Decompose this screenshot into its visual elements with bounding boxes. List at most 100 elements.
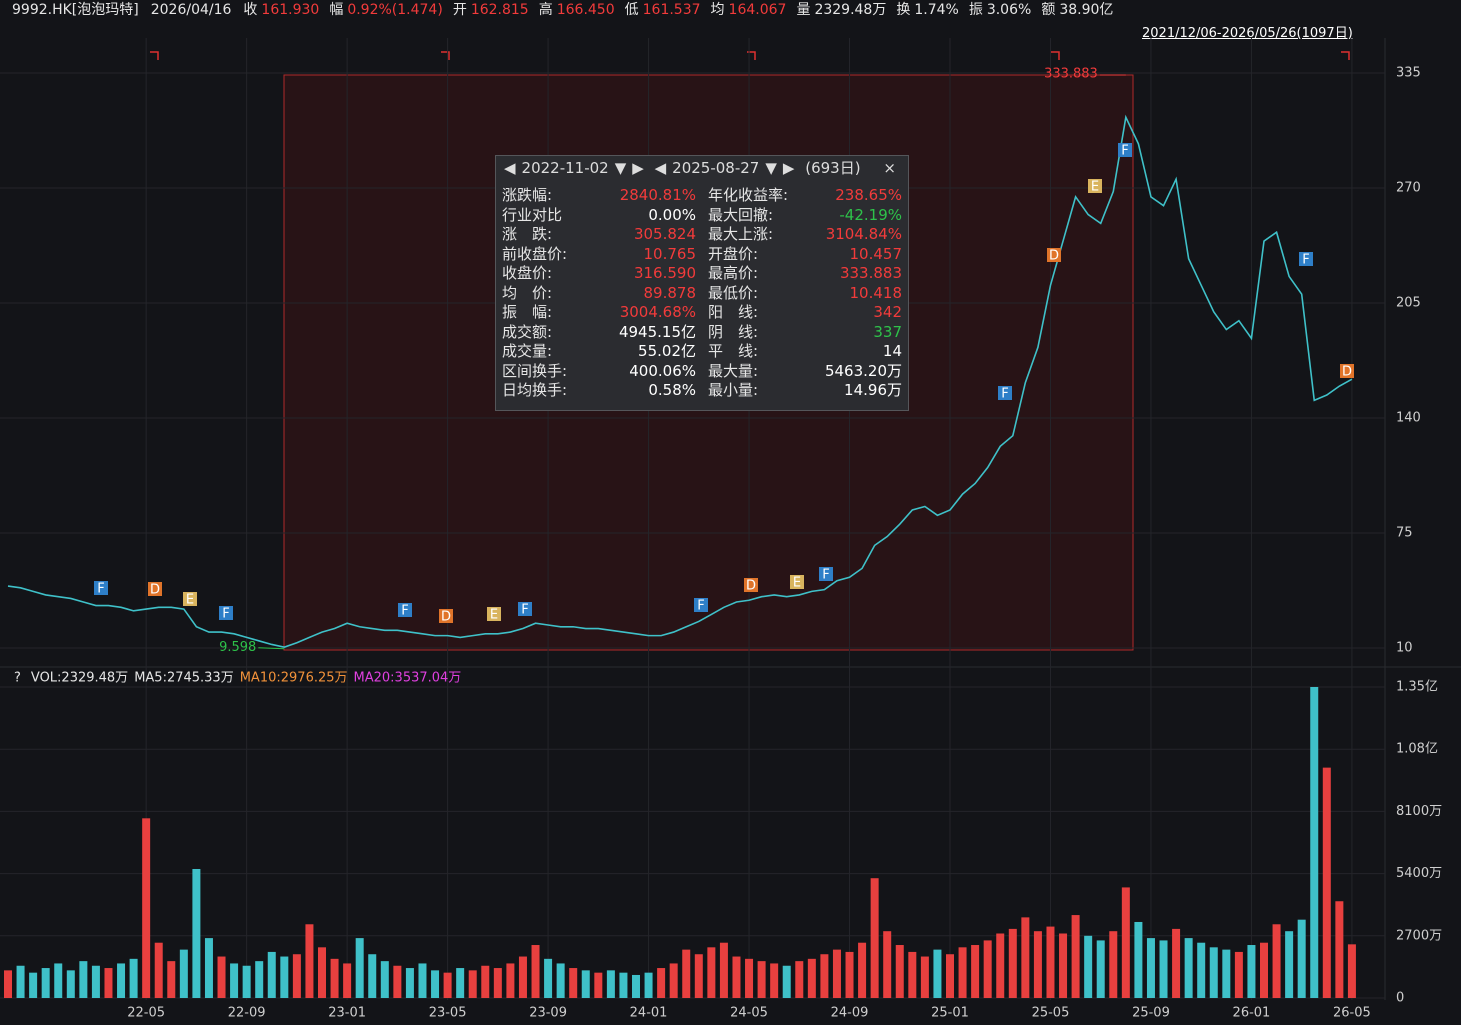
volume-bar — [330, 958, 339, 998]
volume-bar — [644, 972, 653, 998]
quote-label: 幅 — [329, 2, 344, 18]
volume-bar — [832, 949, 841, 998]
event-marker — [487, 607, 501, 621]
volume-bar — [1209, 947, 1218, 998]
volume-bar — [255, 961, 264, 998]
next-button[interactable]: ▶ — [782, 159, 795, 177]
stat-value: 4945.15亿 — [618, 322, 696, 341]
quote-label: 高 — [538, 2, 553, 18]
x-tick-label: 25-09 — [1132, 1006, 1170, 1021]
quote-label: 额 — [1041, 2, 1056, 18]
event-label: F — [1121, 144, 1128, 159]
stat-label: 前收盘价: — [502, 244, 568, 263]
stat-value: 89.878 — [643, 283, 697, 302]
y-tick-label: 10 — [1396, 641, 1413, 656]
volume-bar — [531, 945, 540, 998]
volume-bar — [1071, 915, 1080, 998]
volume-bar — [518, 956, 527, 998]
quote-label: 换 — [896, 2, 911, 18]
legend-entry: MA10:2976.25万 — [240, 671, 348, 686]
legend-entry: VOL:2329.48万 — [31, 671, 128, 686]
event-label: D — [1049, 249, 1059, 264]
stat-label: 阴 线: — [708, 322, 759, 341]
start-date[interactable]: 2022-11-02 — [521, 159, 609, 177]
date-range[interactable]: 2021/12/06-2026/05/26(1097日) — [1142, 26, 1353, 41]
stat-label: 均 价: — [502, 283, 553, 302]
stat-label: 日均换手: — [502, 381, 568, 399]
quote-value: 164.067 — [728, 2, 787, 18]
stat-row: 前收盘价: 10.765 — [502, 245, 702, 265]
quote-value: 162.815 — [470, 2, 529, 18]
day-count: (693日) — [805, 159, 861, 177]
volume-bar — [506, 963, 515, 998]
event-marker — [1088, 179, 1102, 193]
quote-value: 2329.48万 — [814, 2, 887, 18]
x-tick-label: 25-01 — [931, 1006, 969, 1021]
volume-bar — [719, 942, 728, 998]
volume-bar — [1096, 940, 1105, 998]
y-tick-label: 8100万 — [1396, 804, 1442, 819]
stat-row: 平 线: 14 — [708, 342, 908, 362]
stat-label: 最大量: — [708, 361, 759, 380]
quote-value: 3.06% — [986, 2, 1032, 18]
volume-bar — [117, 963, 126, 998]
volume-bar — [1033, 931, 1042, 998]
volume-bar — [1059, 933, 1068, 998]
panel-toolbar: ◀ 2022-11-02 ▼ ▶ ◀ 2025-08-27 ▼ ▶ (693日) × — [496, 156, 908, 180]
volume-bar — [16, 965, 25, 998]
volume-bar — [481, 965, 490, 998]
legend-entry: ? — [14, 671, 21, 686]
stat-value: 2840.81% — [619, 186, 696, 204]
prev-button[interactable]: ◀ — [654, 159, 667, 177]
prev-button[interactable]: ◀ — [504, 159, 516, 177]
x-tick-label: 26-05 — [1333, 1006, 1371, 1021]
next-button[interactable]: ▶ — [632, 159, 644, 177]
volume-bar — [556, 963, 565, 998]
event-label: F — [1001, 387, 1008, 402]
volume-bar — [996, 933, 1005, 998]
quote-value: 38.90亿 — [1059, 2, 1114, 18]
volume-bar — [1297, 919, 1306, 998]
stat-label: 涨 跌: — [502, 225, 553, 243]
stat-value: 10.765 — [643, 244, 697, 263]
end-date[interactable]: 2025-08-27 — [672, 159, 760, 177]
volume-bar — [431, 970, 440, 998]
y-tick-label: 75 — [1396, 526, 1413, 541]
volume-bar — [1146, 938, 1155, 998]
volume-bar — [933, 949, 942, 998]
stat-row: 最高价: 333.883 — [708, 264, 908, 284]
volume-bar — [493, 968, 502, 998]
quote-value: 0.92%(1.474) — [347, 2, 443, 18]
y-tick-label: 1.08亿 — [1396, 742, 1438, 757]
dropdown[interactable]: ▼ — [765, 159, 777, 177]
event-marker — [183, 592, 197, 606]
volume-bar — [129, 958, 138, 998]
price-line — [7, 114, 1353, 648]
volume-bar — [29, 972, 38, 998]
volume-bar — [732, 956, 741, 998]
volume-bar — [745, 958, 754, 998]
volume-bar — [1222, 949, 1231, 998]
stat-label: 振 幅: — [502, 303, 553, 321]
close-button[interactable]: × — [883, 159, 896, 177]
event-label: F — [97, 582, 104, 597]
y-tick-label: 2700万 — [1396, 928, 1442, 943]
volume-bar — [1260, 942, 1268, 998]
y-tick-label: 335 — [1396, 66, 1421, 81]
event-label: F — [222, 607, 229, 622]
dropdown[interactable]: ▼ — [614, 159, 627, 177]
stat-row: 最低价: 10.418 — [708, 284, 908, 304]
volume-bar — [795, 961, 804, 998]
volume-bar — [1285, 931, 1294, 998]
quote-label: 开 — [452, 2, 467, 18]
stat-row: 区间换手: 400.06% — [502, 362, 702, 382]
stat-row: 涨跌幅: 2840.81% — [502, 186, 702, 206]
stat-label: 最小量: — [708, 381, 759, 399]
annotation-arrow — [258, 647, 285, 650]
volume-bar — [770, 963, 779, 998]
stat-value: 342 — [873, 303, 902, 321]
volume-bar — [468, 970, 477, 998]
event-marker — [219, 606, 233, 620]
stat-row: 振 幅: 3004.68% — [502, 303, 702, 323]
stat-value: 3104.84% — [825, 225, 902, 243]
